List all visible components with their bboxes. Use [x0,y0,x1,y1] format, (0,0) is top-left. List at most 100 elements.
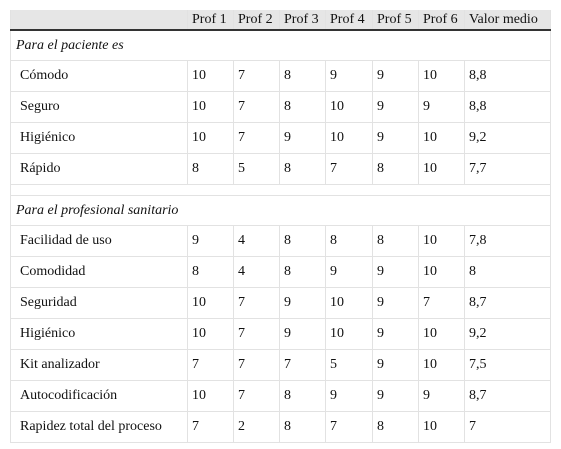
cell: 9 [372,349,419,381]
section-title: Para el paciente es [10,29,551,61]
cell: 4 [233,256,280,288]
cell: 10 [325,122,373,154]
header-row: Prof 1 Prof 2 Prof 3 Prof 4 Prof 5 Prof 6 Valo… [10,10,551,31]
table-header: Prof 1 Prof 2 Prof 3 Prof 4 Prof 5 Prof 6 Valo… [10,10,551,31]
cell: 9 [372,287,419,319]
header-cell: Prof 6 [418,10,465,31]
row-label: Kit analizador [10,349,188,381]
cell: 9 [418,380,465,412]
cell: 9 [325,256,373,288]
row-label: Seguridad [10,287,188,319]
row-label: Higiénico [10,318,188,350]
data-row: Facilidad de uso 9 4 8 8 8 10 7,8 [10,225,551,257]
data-row: Rápido 8 5 8 7 8 10 7,7 [10,153,551,185]
data-row: Kit analizador 7 7 7 5 9 10 7,5 [10,349,551,381]
cell: 10 [418,225,465,257]
cell: 7 [464,411,551,443]
cell: 10 [418,411,465,443]
cell: 9 [279,287,326,319]
cell: 2 [233,411,280,443]
section-row: Para el profesional sanitario [10,195,551,226]
cell: 8,7 [464,380,551,412]
cell: 8 [325,225,373,257]
cell: 10 [187,287,234,319]
cell: 5 [325,349,373,381]
cell: 9 [325,60,373,92]
cell: 10 [187,91,234,123]
cell: 8 [279,411,326,443]
cell: 7,5 [464,349,551,381]
cell: 10 [325,318,373,350]
data-row: Higiénico 10 7 9 10 9 10 9,2 [10,318,551,350]
table-body: Para el paciente es Cómodo 10 7 8 9 9 10 8,8 Segu… [10,29,551,443]
row-label: Cómodo [10,60,188,92]
cell: 10 [418,318,465,350]
cell: 9,2 [464,318,551,350]
cell: 10 [418,256,465,288]
row-label: Higiénico [10,122,188,154]
header-cell: Prof 3 [279,10,326,31]
cell: 8 [372,225,419,257]
cell: 7 [233,287,280,319]
cell: 8 [187,153,234,185]
cell: 7 [233,380,280,412]
cell: 8 [464,256,551,288]
cell: 5 [233,153,280,185]
data-row: Seguro 10 7 8 10 9 9 8,8 [10,91,551,123]
cell: 7 [233,318,280,350]
row-label: Rápido [10,153,188,185]
cell: 10 [325,287,373,319]
cell: 7 [233,60,280,92]
cell: 9 [372,256,419,288]
cell: 10 [187,122,234,154]
cell: 8 [372,153,419,185]
cell: 9 [279,122,326,154]
header-cell: Prof 5 [372,10,419,31]
cell: 9 [325,380,373,412]
cell: 7 [187,411,234,443]
cell: 10 [187,60,234,92]
data-row: Rapidez total del proceso 7 2 8 7 8 10 7 [10,411,551,443]
cell: 9 [279,318,326,350]
data-row: Autocodificación 10 7 8 9 9 9 8,7 [10,380,551,412]
cell: 10 [418,349,465,381]
cell: 8 [279,380,326,412]
cell: 10 [187,380,234,412]
cell: 4 [233,225,280,257]
cell: 8 [372,411,419,443]
header-cell [10,10,188,31]
cell: 10 [418,153,465,185]
cell: 9 [187,225,234,257]
cell: 8,8 [464,60,551,92]
cell: 10 [187,318,234,350]
cell: 7 [233,91,280,123]
cell: 7,7 [464,153,551,185]
cell: 7,8 [464,225,551,257]
cell: 9 [372,60,419,92]
cell: 8,7 [464,287,551,319]
spacer-cell [10,184,551,196]
cell: 9 [372,380,419,412]
cell: 8 [279,153,326,185]
header-cell: Prof 4 [325,10,373,31]
cell: 7 [325,411,373,443]
row-label: Comodidad [10,256,188,288]
section-row: Para el paciente es [10,29,551,61]
row-label: Autocodificación [10,380,188,412]
header-cell: Prof 2 [233,10,280,31]
cell: 9 [418,91,465,123]
cell: 9,2 [464,122,551,154]
data-row: Comodidad 8 4 8 9 9 10 8 [10,256,551,288]
cell: 8 [187,256,234,288]
cell: 9 [372,122,419,154]
cell: 10 [325,91,373,123]
cell: 8 [279,91,326,123]
cell: 7 [233,122,280,154]
cell: 7 [418,287,465,319]
header-cell: Valor medio [464,10,551,31]
cell: 10 [418,60,465,92]
cell: 7 [233,349,280,381]
section-title: Para el profesional sanitario [10,195,551,226]
row-label: Rapidez total del proceso [10,411,188,443]
